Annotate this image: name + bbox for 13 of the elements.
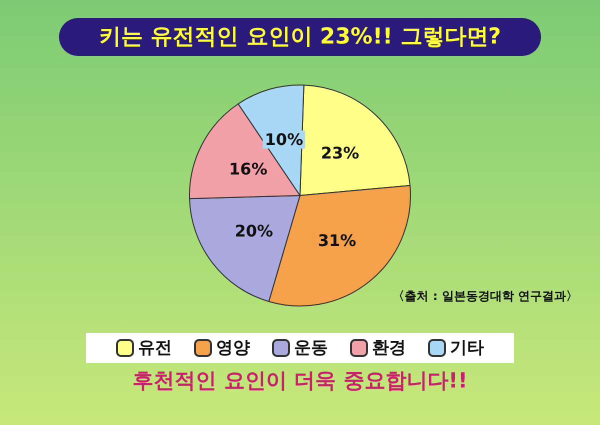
legend-label: 영양 (216, 338, 250, 358)
data-label: 31% (318, 231, 356, 250)
text: 〈출처 : 일본동경대학 연구결과〉 (392, 289, 578, 303)
data-label: 10% (264, 130, 304, 150)
data-label: 20% (234, 222, 273, 241)
legend-label: 운동 (294, 338, 328, 358)
data-label: 23% (320, 144, 360, 163)
legend-label: 환경 (372, 338, 406, 358)
data-label: 16% (229, 159, 268, 178)
legend-label: 기타 (450, 338, 484, 358)
text: 후천적인 요인이 더욱 중요합니다!! (132, 368, 468, 392)
legend-label: 유전 (138, 338, 172, 358)
chart-title: 키는 유전적인 요인이 23%!! 그렇다면? (98, 24, 502, 50)
